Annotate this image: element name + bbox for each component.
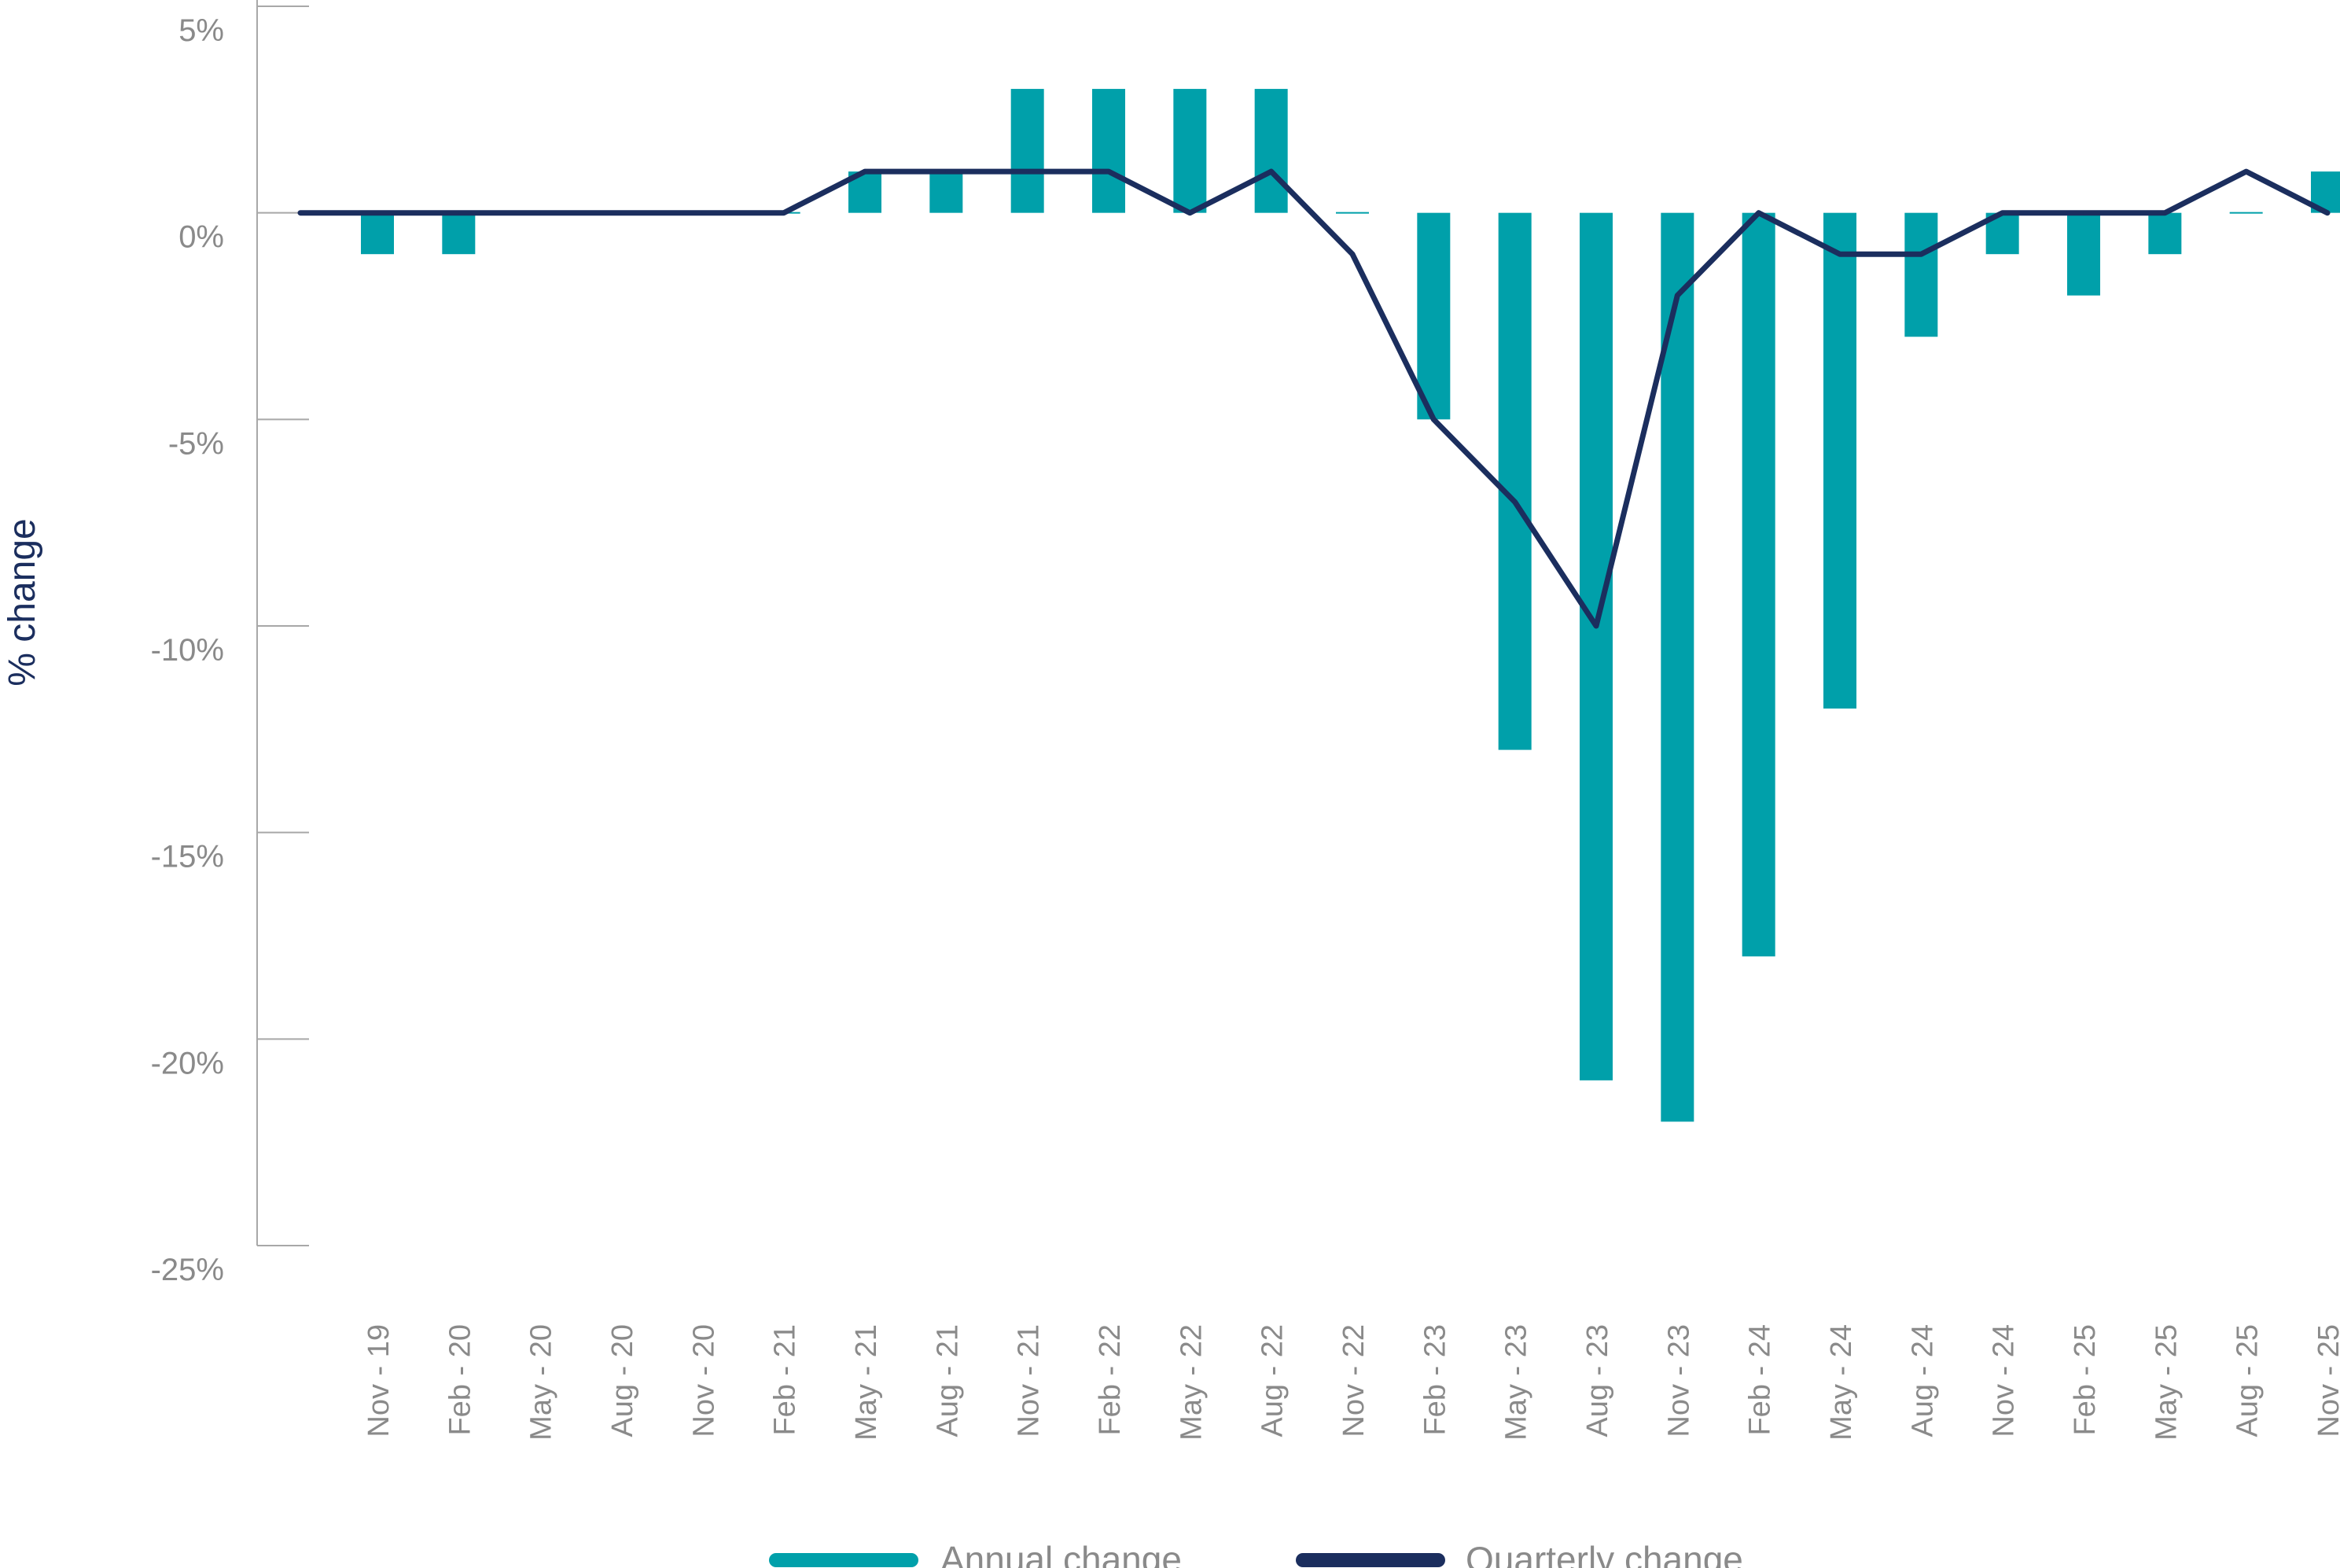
annual-change-bar xyxy=(1417,212,1451,420)
x-tick-label: Feb - 24 xyxy=(1744,1324,1777,1436)
x-tick-label: Feb - 21 xyxy=(769,1324,802,1436)
x-tick-label: May - 20 xyxy=(525,1324,558,1441)
x-tick-label: May - 24 xyxy=(1825,1324,1858,1441)
x-tick-label: Feb - 22 xyxy=(1094,1324,1127,1436)
annual-change-bar xyxy=(1254,89,1288,213)
y-tick-label: -25% xyxy=(151,1253,224,1287)
y-tick-label: -15% xyxy=(151,840,224,874)
annual-change-bars xyxy=(361,89,2340,1122)
legend: Annual change Quarterly change xyxy=(769,1539,1743,1568)
quarterly-change-point xyxy=(2327,212,2328,214)
quarterly-change-line-layer xyxy=(297,168,2331,629)
annual-change-bar xyxy=(1823,212,1856,709)
annual-change-bar xyxy=(442,212,476,255)
quarterly-change-point xyxy=(2245,171,2247,173)
annual-change-bar xyxy=(1580,212,1613,1080)
legend-item-quarterly: Quarterly change xyxy=(1296,1539,1743,1568)
x-tick-label: May - 21 xyxy=(850,1324,883,1441)
quarterly-change-point xyxy=(539,212,541,214)
quarterly-change-point xyxy=(864,171,866,173)
quarterly-change-point xyxy=(1514,501,1516,503)
quarterly-change-point xyxy=(300,212,301,214)
x-tick-label: Nov - 21 xyxy=(1013,1324,1046,1437)
quarterly-change-point xyxy=(2083,212,2084,214)
quarterly-change-point xyxy=(1676,294,1679,296)
quarterly-change-point xyxy=(620,212,622,214)
x-tick-label: May - 23 xyxy=(1500,1324,1533,1441)
annual-change-bar xyxy=(1173,89,1207,213)
y-tick-label: -10% xyxy=(151,633,224,668)
x-tick-label: Nov - 23 xyxy=(1662,1324,1695,1437)
annual-change-bar xyxy=(929,171,963,213)
x-tick-label: May - 25 xyxy=(2150,1324,2183,1441)
x-tick-label: Nov - 24 xyxy=(1988,1324,2021,1437)
annual-change-bar xyxy=(2229,212,2263,214)
quarterly-change-point xyxy=(2001,212,2003,214)
annual-change-bar xyxy=(2067,212,2100,296)
annual-change-bar xyxy=(1742,212,1775,957)
quarterly-change-point xyxy=(1026,171,1028,173)
x-tick-label: Aug - 20 xyxy=(606,1324,639,1437)
legend-label-quarterly: Quarterly change xyxy=(1466,1539,1743,1568)
quarterly-change-point xyxy=(1839,253,1841,256)
annual-change-bar xyxy=(1904,212,1938,337)
x-tick-label: Feb - 25 xyxy=(2069,1324,2102,1436)
annual-change-bar xyxy=(1336,212,1369,214)
y-tick-label: 5% xyxy=(178,13,224,48)
quarterly-change-point xyxy=(1757,212,1760,214)
x-tick-label: Aug - 23 xyxy=(1581,1324,1614,1437)
x-tick-label: Aug - 24 xyxy=(1906,1324,1939,1437)
quarterly-change-point xyxy=(701,212,704,214)
y-axis-label: % change xyxy=(2,518,43,686)
x-tick-label: Nov - 20 xyxy=(687,1324,720,1437)
x-tick-label: Aug - 25 xyxy=(2231,1324,2265,1437)
quarterly-change-point xyxy=(458,212,460,214)
quarterly-change-point xyxy=(1270,171,1272,173)
x-tick-label: Aug - 22 xyxy=(1256,1324,1290,1437)
x-tick-label: Nov - 25 xyxy=(2312,1324,2340,1437)
x-tick-label: Nov - 19 xyxy=(362,1324,396,1437)
y-tick-label: 0% xyxy=(178,220,224,255)
quarterly-change-line xyxy=(297,168,2331,629)
x-tick-label: Aug - 21 xyxy=(931,1324,964,1437)
quarterly-change-point xyxy=(1189,212,1191,214)
x-axis-labels: Nov - 19 Feb - 20 May - 20 Aug - 20 Nov - 20… xyxy=(362,1324,2340,1441)
y-tick-label: -5% xyxy=(168,426,224,461)
annual-change-bar xyxy=(1498,212,1532,750)
quarterly-change-point xyxy=(1108,171,1109,173)
legend-swatch-annual xyxy=(769,1553,918,1567)
quarterly-change-point xyxy=(1595,625,1597,627)
quarterly-change-point xyxy=(782,212,785,214)
annual-change-bar xyxy=(361,212,394,255)
quarterly-change-point xyxy=(1352,253,1353,256)
legend-item-annual: Annual change xyxy=(769,1539,1182,1568)
x-tick-label: Feb - 23 xyxy=(1418,1324,1451,1436)
quarterly-change-point xyxy=(2164,212,2166,214)
annual-change-bar xyxy=(1010,89,1044,213)
legend-swatch-quarterly xyxy=(1296,1553,1445,1567)
annual-change-bar xyxy=(1661,212,1694,1122)
annual-change-bar xyxy=(2148,212,2182,255)
x-tick-label: Nov - 22 xyxy=(1337,1324,1371,1437)
y-tick-label: -20% xyxy=(151,1046,224,1080)
quarterly-change-point xyxy=(945,171,947,173)
y-axis: 5% 0% -5% -10% -15% -20% -25% xyxy=(151,0,309,1287)
x-tick-label: Feb - 20 xyxy=(443,1324,476,1436)
annual-change-bar xyxy=(1092,89,1125,213)
quarterly-change-point xyxy=(1433,418,1435,421)
legend-label-annual: Annual change xyxy=(940,1539,1182,1568)
quarterly-change-point xyxy=(1920,253,1922,256)
x-tick-label: May - 22 xyxy=(1175,1324,1208,1441)
